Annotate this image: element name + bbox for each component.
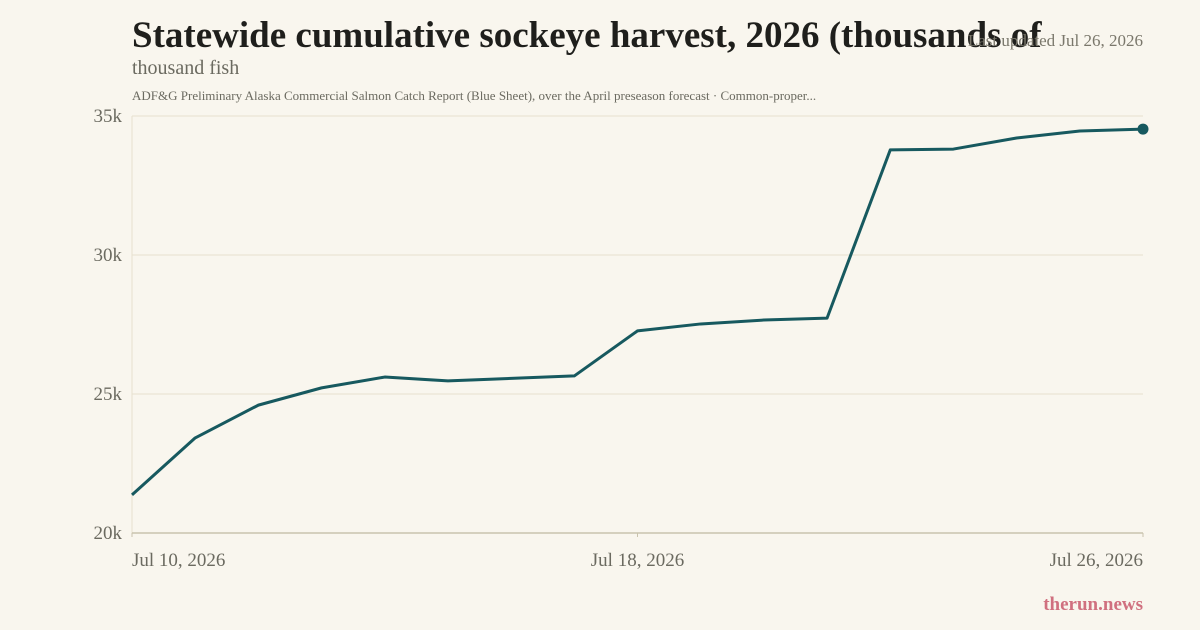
- x-tick-label: Jul 18, 2026: [591, 550, 684, 571]
- updated-label: Last updated Jul 26, 2026: [968, 31, 1143, 50]
- chart-note: ADF&G Preliminary Alaska Commercial Salm…: [132, 88, 816, 103]
- end-dot: [1137, 123, 1149, 135]
- y-tick-label: 20k: [94, 523, 123, 544]
- x-tick-label: Jul 10, 2026: [132, 550, 225, 571]
- x-tick-label: Jul 26, 2026: [1050, 550, 1143, 571]
- chart-subtitle: thousand fish: [132, 57, 239, 79]
- y-tick-label: 30k: [94, 245, 123, 266]
- data-line: [130, 127, 1144, 497]
- brand: therun.news: [1043, 594, 1143, 615]
- y-tick-label: 35k: [94, 106, 123, 127]
- y-tick-label: 25k: [94, 384, 123, 405]
- chart-title: Statewide cumulative sockeye harvest, 20…: [132, 15, 1042, 56]
